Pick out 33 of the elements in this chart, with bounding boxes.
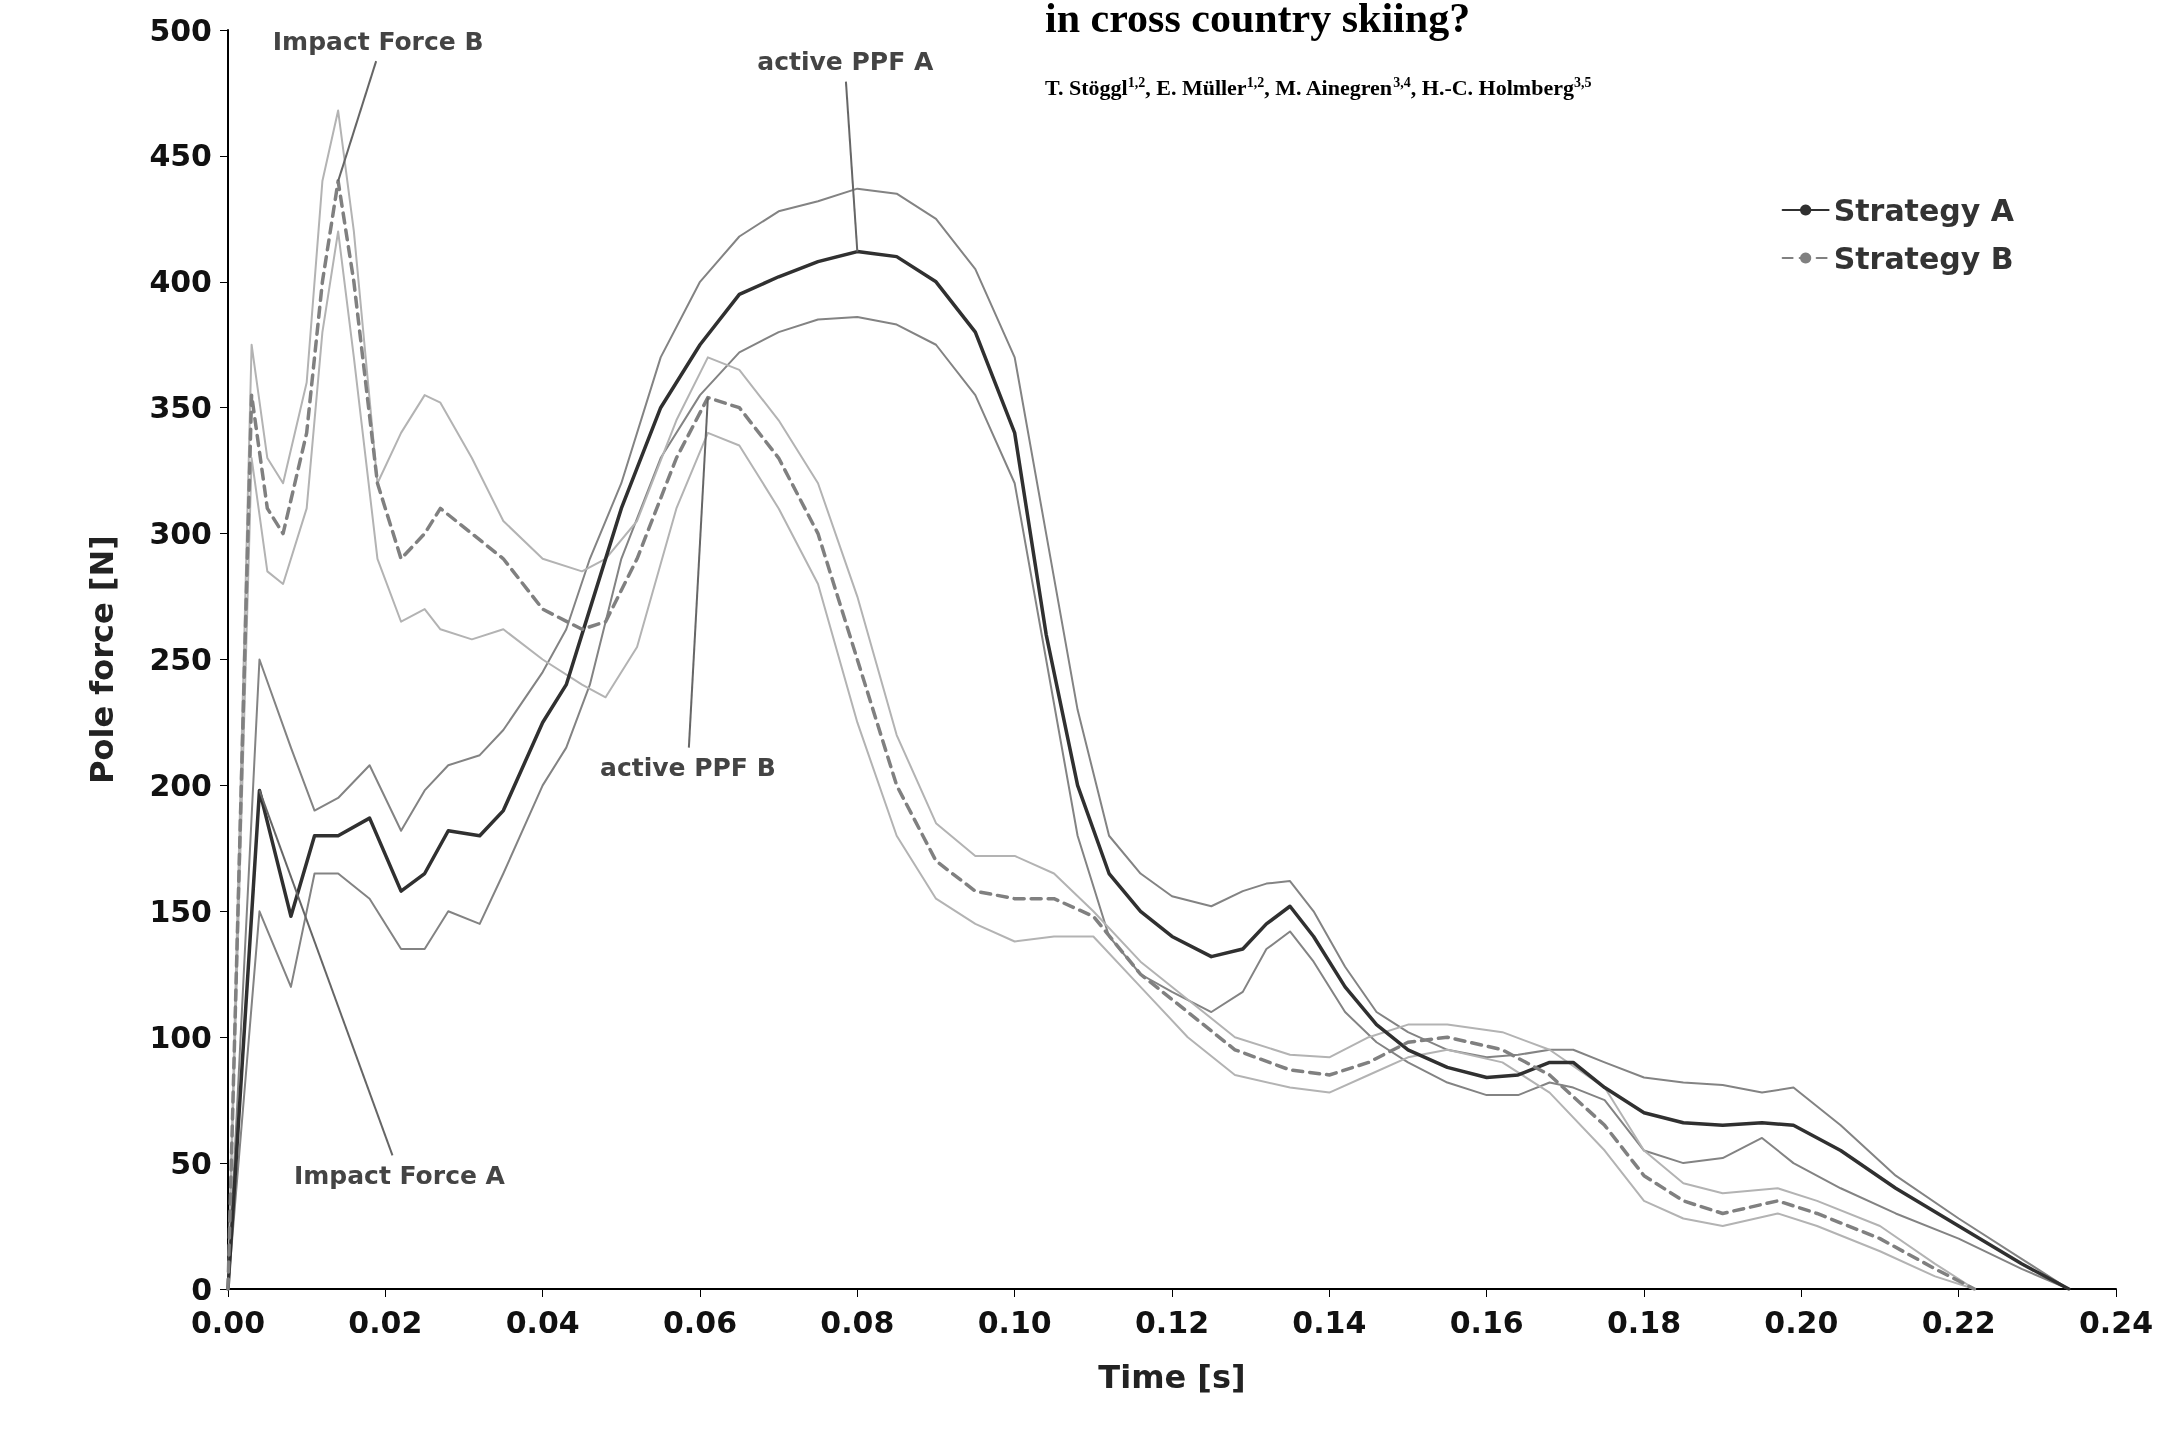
x-tick-label: 0.18 — [1606, 1304, 1682, 1340]
y-tick-label: 400 — [149, 264, 212, 300]
legend-label: Strategy B — [1833, 240, 2014, 276]
y-tick-label: 0 — [191, 1271, 212, 1307]
legend-label: Strategy A — [1833, 192, 2015, 228]
x-tick-label: 0.06 — [662, 1304, 738, 1340]
x-tick-label: 0.04 — [505, 1304, 580, 1340]
annotation: Impact Force B — [272, 26, 484, 56]
x-tick-label: 0.16 — [1449, 1304, 1524, 1340]
x-tick-label: 0.08 — [820, 1304, 895, 1340]
annotation: Impact Force A — [293, 1160, 506, 1190]
x-tick-label: 0.24 — [2078, 1304, 2154, 1340]
x-axis-title: Time [s] — [1098, 1358, 1246, 1396]
y-tick-label: 150 — [149, 893, 212, 929]
y-tick-label: 350 — [149, 390, 212, 426]
chart-title: in cross country skiing? — [1045, 0, 1471, 41]
x-tick-label: 0.14 — [1292, 1304, 1367, 1340]
annotation: active PPF B — [600, 753, 776, 783]
y-tick-label: 100 — [149, 1019, 212, 1055]
y-tick-label: 450 — [149, 138, 212, 174]
y-axis-title: Pole force [N] — [83, 535, 121, 784]
x-tick-label: 0.12 — [1134, 1304, 1210, 1340]
y-tick-label: 500 — [149, 12, 212, 48]
x-tick-label: 0.22 — [1921, 1304, 1996, 1340]
y-tick-label: 300 — [149, 516, 212, 552]
x-tick-label: 0.02 — [348, 1304, 423, 1340]
x-tick-label: 0.20 — [1764, 1304, 1839, 1340]
annotation: active PPF A — [757, 47, 934, 77]
x-tick-label: 0.00 — [190, 1304, 266, 1340]
y-tick-label: 50 — [170, 1145, 212, 1181]
y-tick-label: 200 — [149, 767, 212, 803]
x-tick-label: 0.10 — [977, 1304, 1052, 1340]
y-tick-label: 250 — [149, 642, 212, 677]
